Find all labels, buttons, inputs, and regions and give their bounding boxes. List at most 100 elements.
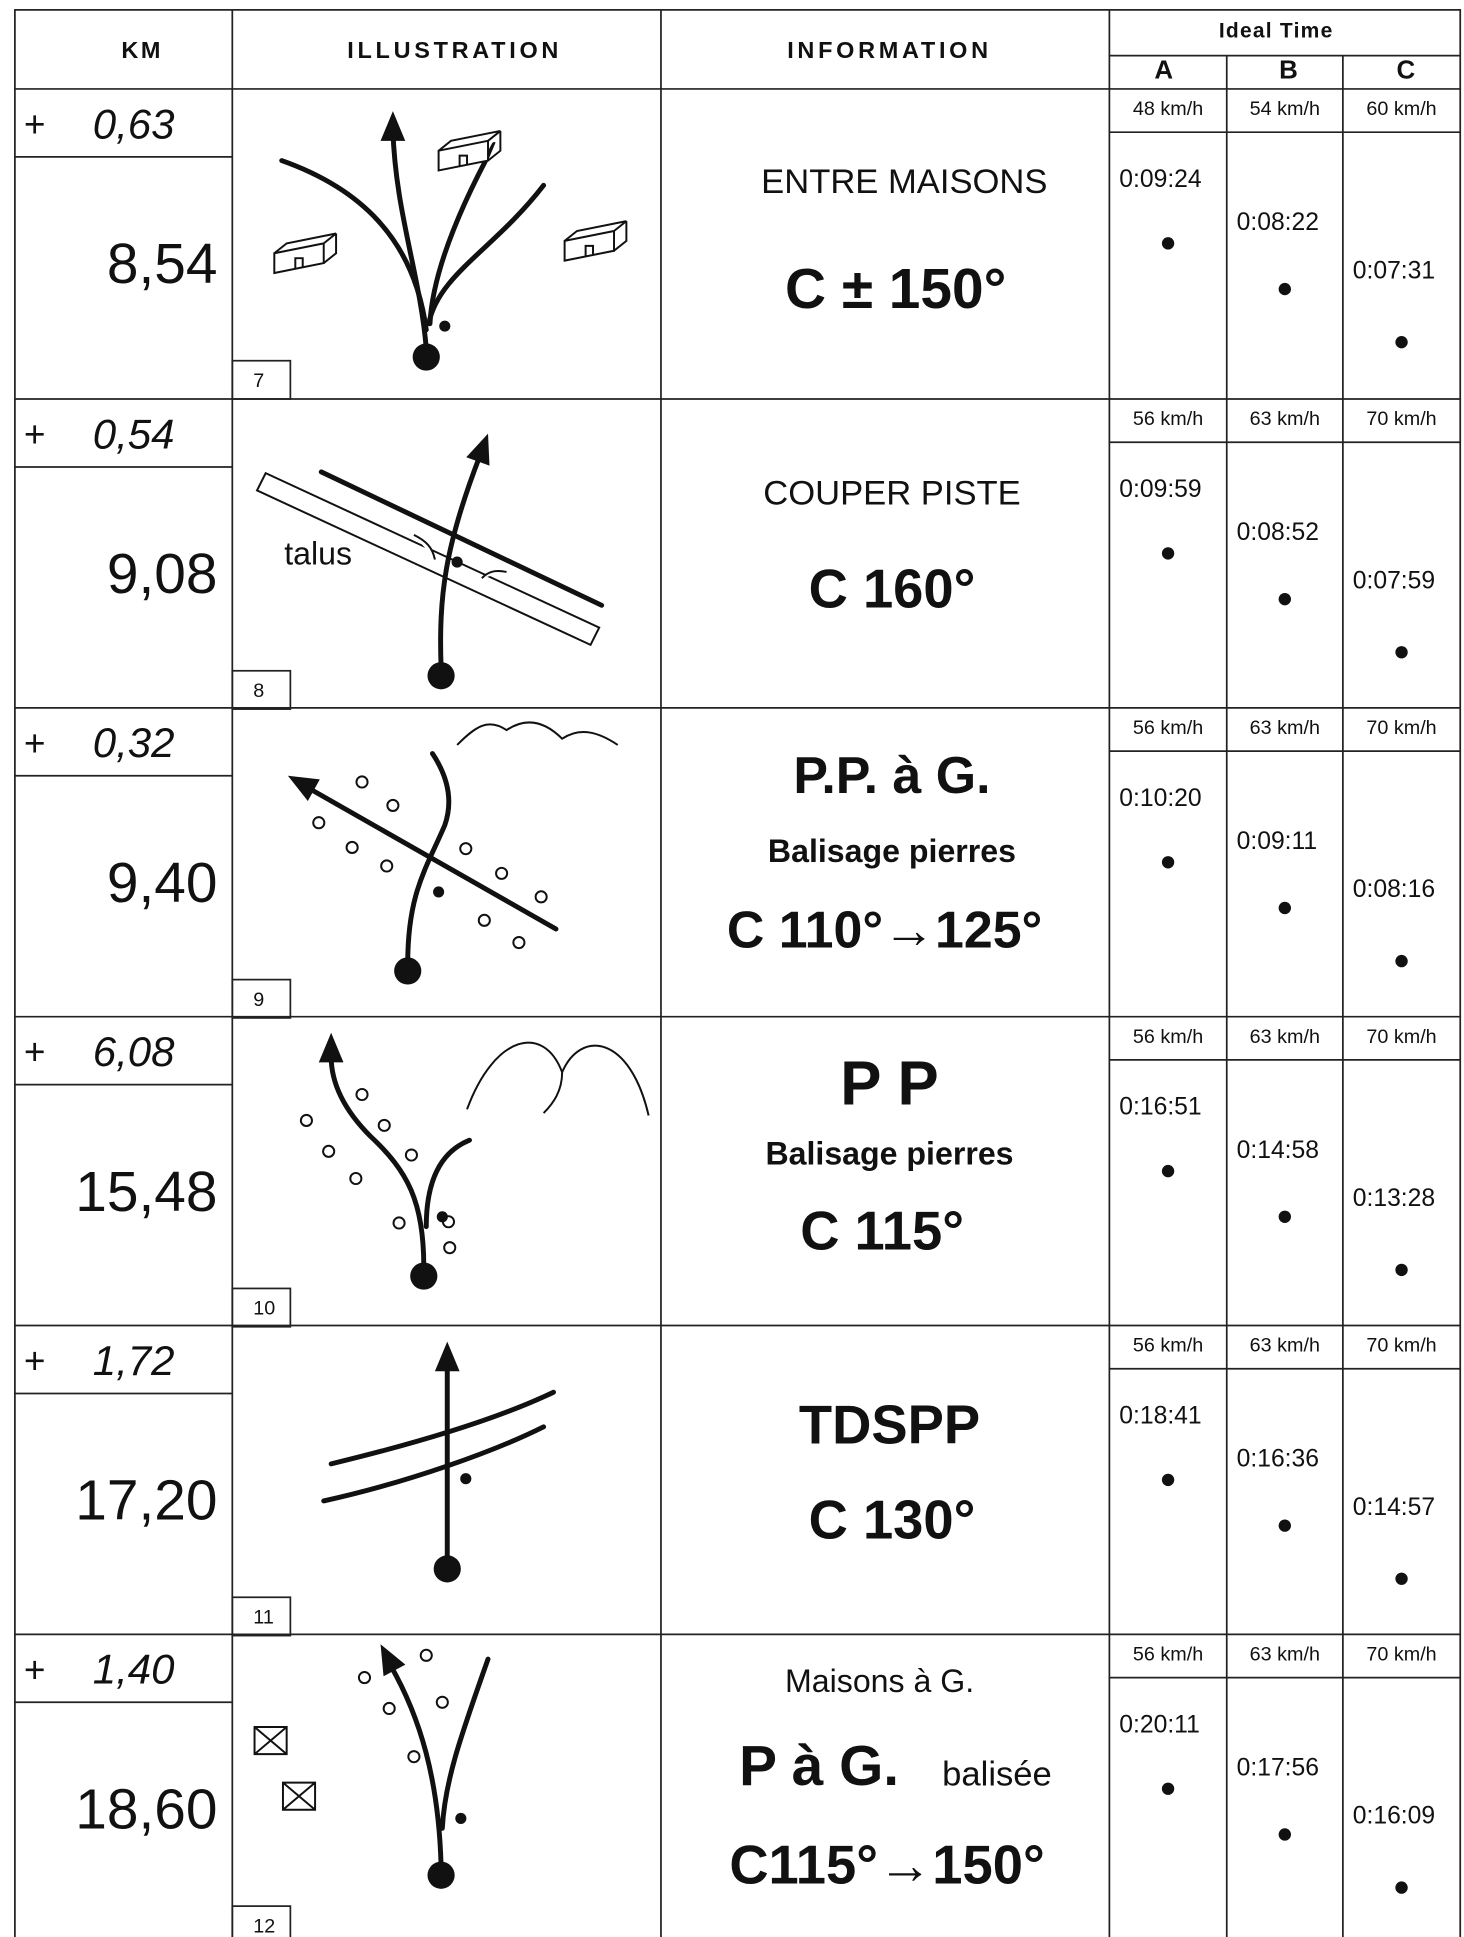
stone [356, 1089, 367, 1100]
house-symbol [283, 1783, 315, 1810]
info-line: C 130° [809, 1490, 976, 1551]
marker-dot [1395, 336, 1407, 348]
speed: 70 km/h [1366, 1644, 1436, 1666]
marker-dot [1395, 955, 1407, 967]
start-dot [410, 1263, 437, 1290]
info-line: Maisons à G. [785, 1663, 974, 1699]
header-illustration: ILLUSTRATION [347, 37, 562, 63]
info-line: Balisage pierres [768, 833, 1016, 869]
ideal-time: 0:07:31 [1353, 257, 1435, 284]
stone [421, 1650, 432, 1661]
stone [394, 1217, 405, 1228]
info-line: C 115° [800, 1201, 964, 1262]
marker-dot [1279, 1211, 1291, 1223]
marker-dot [1395, 646, 1407, 658]
step-number: 11 [253, 1607, 274, 1629]
ideal-time: 0:14:57 [1353, 1494, 1435, 1521]
info-line: balisée [942, 1756, 1052, 1794]
stone [460, 843, 471, 854]
header-col-a: A [1154, 57, 1173, 85]
speed: 63 km/h [1250, 1026, 1320, 1048]
ideal-time: 0:08:22 [1237, 209, 1319, 236]
ideal-time: 0:07:59 [1353, 567, 1435, 594]
start-dot [394, 957, 421, 984]
start-dot [427, 1862, 454, 1889]
stone [387, 800, 398, 811]
header-col-c: C [1397, 57, 1416, 85]
speed: 54 km/h [1250, 98, 1320, 120]
info-line: C ± 150° [785, 258, 1006, 321]
speed: 60 km/h [1366, 98, 1436, 120]
info-line: COUPER PISTE [763, 475, 1020, 513]
speed: 70 km/h [1366, 717, 1436, 739]
km-plus: + [24, 1340, 46, 1382]
ideal-time: 0:18:41 [1119, 1402, 1201, 1429]
stone [513, 937, 524, 948]
background [0, 0, 1464, 1937]
illustration-label: talus [284, 535, 352, 571]
ideal-time: 0:08:16 [1353, 876, 1435, 903]
house-symbol [255, 1727, 287, 1754]
ideal-time: 0:08:52 [1237, 519, 1319, 546]
speed: 56 km/h [1133, 1644, 1203, 1666]
marker-dot [1162, 1165, 1174, 1177]
info-line: C 110°→125° [727, 901, 1042, 959]
km-total: 9,08 [107, 543, 218, 606]
stone [479, 915, 490, 926]
speed: 48 km/h [1133, 98, 1203, 120]
speed: 70 km/h [1366, 1335, 1436, 1357]
speed: 63 km/h [1250, 1644, 1320, 1666]
marker-dot [1162, 1474, 1174, 1486]
stone [323, 1146, 334, 1157]
marker-dot [1395, 1573, 1407, 1585]
ideal-time: 0:10:20 [1119, 785, 1201, 812]
marker-dot [439, 321, 450, 332]
stone [347, 842, 358, 853]
speed: 70 km/h [1366, 408, 1436, 430]
marker-dot [437, 1211, 448, 1222]
info-line: ENTRE MAISONS [761, 163, 1047, 201]
info-line: P à G. [739, 1735, 899, 1798]
ideal-time: 0:09:59 [1119, 476, 1201, 503]
stone [350, 1173, 361, 1184]
marker-dot [1162, 237, 1174, 249]
marker-dot [455, 1813, 466, 1824]
marker-dot [1279, 902, 1291, 914]
ideal-time: 0:09:11 [1237, 828, 1318, 855]
step-number: 12 [253, 1915, 275, 1937]
marker-dot [1279, 1828, 1291, 1840]
stone [313, 817, 324, 828]
speed: 70 km/h [1366, 1026, 1436, 1048]
stone [301, 1115, 312, 1126]
marker-dot [452, 557, 463, 568]
marker-dot [1279, 283, 1291, 295]
km-partial: 0,54 [93, 410, 175, 457]
km-partial: 1,40 [93, 1646, 175, 1693]
info-line: P P [840, 1050, 938, 1119]
ideal-time: 0:14:58 [1237, 1137, 1319, 1164]
km-partial: 0,32 [93, 719, 175, 766]
stone [444, 1242, 455, 1253]
stone [496, 868, 507, 879]
km-total: 18,60 [75, 1778, 217, 1841]
ideal-time: 0:16:36 [1237, 1446, 1319, 1473]
km-plus: + [24, 1648, 46, 1690]
info-line: C 160° [809, 558, 976, 619]
header-km: KM [121, 37, 162, 63]
step-number: 10 [253, 1298, 275, 1320]
speed: 56 km/h [1133, 1335, 1203, 1357]
start-dot [413, 343, 440, 370]
marker-dot [433, 886, 444, 897]
stone [408, 1751, 419, 1762]
marker-dot [1395, 1264, 1407, 1276]
km-partial: 1,72 [93, 1337, 175, 1384]
stone [359, 1672, 370, 1683]
stone [381, 860, 392, 871]
step-number: 9 [253, 989, 264, 1011]
header-information: INFORMATION [787, 37, 992, 63]
speed: 63 km/h [1250, 1335, 1320, 1357]
stone [356, 776, 367, 787]
marker-dot [1279, 1519, 1291, 1531]
marker-dot [1279, 593, 1291, 605]
start-dot [427, 662, 454, 689]
